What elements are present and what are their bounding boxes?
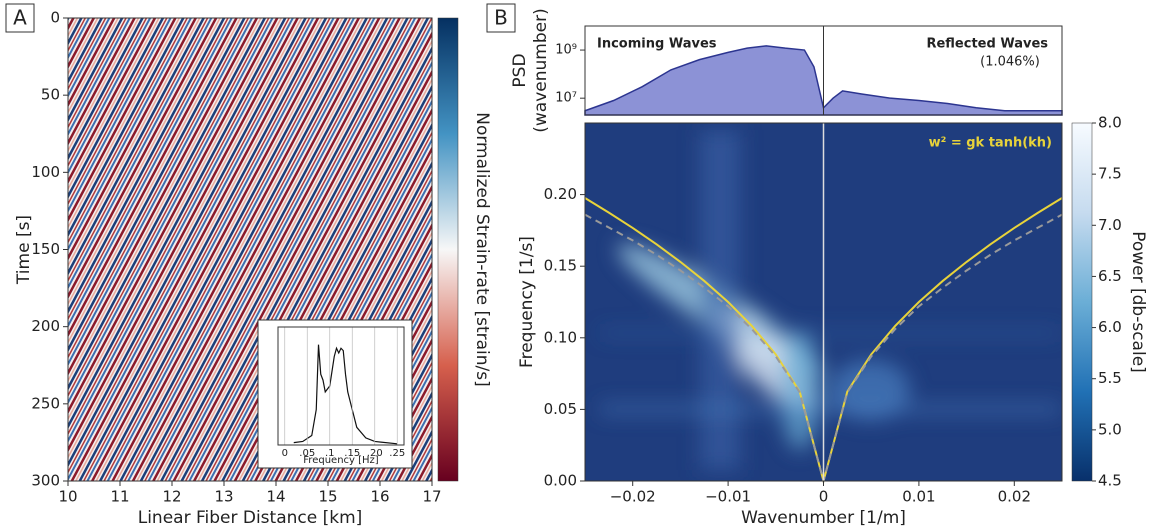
x-tick-label: 17 xyxy=(422,488,441,506)
spectrum-panel: −0.02 −0.01 0 0.01 0.02 0.00 0.05 0.10 0.15 0.20 W… xyxy=(517,114,1148,529)
x-tick-label: 10 xyxy=(58,488,77,506)
inset-panel: 0 .05 .1 .15 .20 .25 Frequency [Hz] xyxy=(277,326,405,466)
colorbar xyxy=(437,17,459,482)
x-tick-label: 14 xyxy=(266,488,285,506)
x-tick-label: .20 xyxy=(367,448,383,459)
panel-label-box xyxy=(486,3,516,33)
annotation: (1.046%) xyxy=(980,55,1040,70)
x-tick-label: 11 xyxy=(110,488,129,506)
x-tick-label: −0.02 xyxy=(610,488,656,506)
y-tick-label: 300 xyxy=(31,472,60,490)
spectrum-energy xyxy=(600,130,1060,470)
panel-label: A xyxy=(13,6,27,30)
plot-frame xyxy=(584,122,1063,482)
y-tick-label: 0.00 xyxy=(544,472,577,490)
panel-label: B xyxy=(494,6,508,30)
colorbar-label: Power [db-scale] xyxy=(1128,231,1148,373)
x-tick-label: 15 xyxy=(318,488,337,506)
x-axis-label: Frequency [Hz] xyxy=(303,455,379,466)
y-tick-label: 50 xyxy=(41,86,60,104)
y-axis-label: (wavenumber) xyxy=(531,8,551,132)
x-tick-label: 0 xyxy=(819,488,829,506)
colorbar xyxy=(1071,122,1093,482)
colorbar-tick-label: 7.0 xyxy=(1098,216,1122,234)
y-tick-label: 10⁹ xyxy=(555,43,577,58)
colorbar-tick-label: 6.0 xyxy=(1098,318,1122,336)
colorbar-tick-label: 7.5 xyxy=(1098,165,1122,183)
y-axis-label: Time [s] xyxy=(14,215,34,285)
y-tick-label: 100 xyxy=(31,163,60,181)
spectrum-line xyxy=(293,344,398,445)
annotation: w² = gk tanh(kh) xyxy=(929,136,1052,151)
plot-frame xyxy=(277,326,405,446)
x-tick-label: 13 xyxy=(214,488,233,506)
y-tick-label: 0 xyxy=(50,9,60,27)
annotation: Incoming Waves xyxy=(597,37,717,52)
colorbar-label: Normalized Strain-rate [strain/s] xyxy=(472,112,492,387)
x-axis-label: Linear Fiber Distance [km] xyxy=(138,508,363,528)
annotation: Reflected Waves xyxy=(926,37,1048,52)
plot-frame xyxy=(584,25,1063,116)
colorbar-tick-label: 5.5 xyxy=(1098,369,1122,387)
y-tick-label: 0.15 xyxy=(544,257,577,275)
x-tick-label: 0.01 xyxy=(902,488,935,506)
y-tick-label: 0.10 xyxy=(544,328,577,346)
colorbar-tick-label: 4.5 xyxy=(1098,472,1122,490)
x-tick-label: 0.02 xyxy=(998,488,1031,506)
panel-label-box xyxy=(5,3,35,33)
colorbar-tick-label: 8.0 xyxy=(1098,114,1122,132)
psd-panel: 10⁷ 10⁹ PSD (wavenumber) Incoming Waves Refle… xyxy=(510,8,1063,133)
y-tick-label: 150 xyxy=(31,240,60,258)
x-tick-label: .25 xyxy=(389,448,405,459)
psd-area xyxy=(584,45,1063,116)
x-tick-label: .1 xyxy=(325,448,335,459)
y-tick-label: 0.20 xyxy=(544,185,577,203)
x-tick-label: 12 xyxy=(162,488,181,506)
x-tick-label: 0 xyxy=(282,448,288,459)
y-tick-label: 250 xyxy=(31,394,60,412)
x-tick-label: 16 xyxy=(370,488,389,506)
y-axis-label: Frequency [1/s] xyxy=(517,236,537,368)
plot-frame xyxy=(67,17,433,482)
y-tick-label: 10⁷ xyxy=(555,91,577,106)
x-tick-label: −0.01 xyxy=(705,488,751,506)
x-tick-label: .15 xyxy=(344,448,360,459)
strain-panel: 10 11 12 13 14 15 16 17 0 50 100 150 200 250 300 Linear… xyxy=(14,9,492,529)
x-axis-label: Wavenumber [1/m] xyxy=(741,508,906,528)
y-tick-label: 0.05 xyxy=(544,400,577,418)
colorbar-tick-label: 5.0 xyxy=(1098,420,1122,438)
inset-background xyxy=(257,319,413,469)
x-tick-label: .05 xyxy=(299,448,315,459)
y-axis-label: PSD xyxy=(510,53,530,87)
y-tick-label: 200 xyxy=(31,317,60,335)
colorbar-tick-label: 6.5 xyxy=(1098,267,1122,285)
